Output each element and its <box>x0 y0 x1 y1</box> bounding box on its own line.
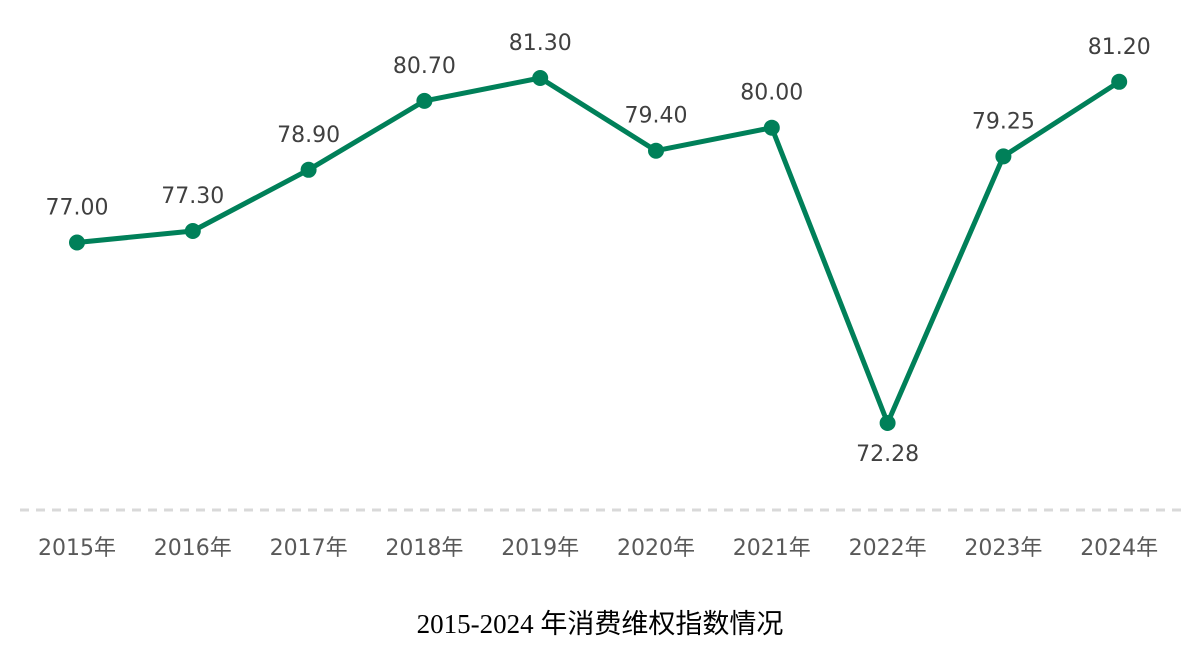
data-point <box>995 148 1012 165</box>
x-tick-label: 2020年 <box>617 536 695 561</box>
x-tick-label: 2017年 <box>270 536 348 561</box>
data-label: 79.25 <box>972 109 1035 134</box>
data-label: 77.00 <box>46 196 109 221</box>
x-tick-label: 2015年 <box>38 536 116 561</box>
data-point <box>1111 73 1128 90</box>
data-point <box>300 161 317 178</box>
data-label: 77.30 <box>161 184 224 209</box>
data-label: 81.20 <box>1088 35 1151 60</box>
data-label: 78.90 <box>277 123 340 148</box>
data-point <box>648 142 664 159</box>
x-tick-label: 2019年 <box>501 536 579 561</box>
data-label: 72.28 <box>856 442 919 467</box>
data-label: 80.00 <box>740 81 803 106</box>
data-point <box>879 415 896 431</box>
x-tick-label: 2016年 <box>154 536 232 561</box>
series-line <box>74 75 1122 426</box>
data-point <box>532 70 549 86</box>
data-point <box>416 92 433 109</box>
x-tick-label: 2018年 <box>385 536 463 561</box>
data-point <box>763 119 780 136</box>
data-label: 81.30 <box>509 31 572 56</box>
data-label: 80.70 <box>393 54 456 79</box>
x-tick-label: 2024年 <box>1080 536 1158 561</box>
x-tick-label: 2022年 <box>849 536 927 561</box>
data-label: 79.40 <box>625 104 688 129</box>
data-point <box>184 223 201 239</box>
chart-title: 2015-2024 年消费维权指数情况 <box>417 609 784 639</box>
x-tick-label: 2021年 <box>733 536 811 561</box>
x-tick-label: 2023年 <box>964 536 1042 561</box>
series-layer: 77.00 77.30 78.90 80.70 81.30 79.40 80.00 72.28… <box>46 31 1151 467</box>
x-axis-ticks: 2015年 2016年 2017年 2018年 2019年 2020年 2021年 2022年… <box>38 536 1158 561</box>
data-point <box>69 234 85 251</box>
